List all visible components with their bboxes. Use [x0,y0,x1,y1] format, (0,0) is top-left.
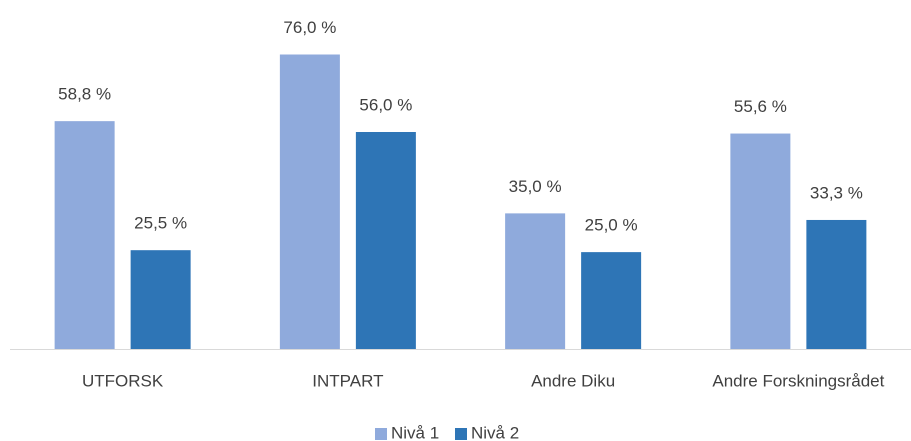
x-tick-label: INTPART [312,371,383,390]
x-tick-label: Andre Diku [531,371,615,390]
bar [505,213,566,349]
legend-swatch [375,428,387,440]
x-tick-label: UTFORSK [82,371,164,390]
bar [279,54,340,349]
bar [130,250,191,349]
bar [355,132,416,349]
bar [730,133,791,349]
bar [581,252,642,349]
bar [54,121,115,350]
data-label: 25,5 % [134,214,187,233]
data-label: 55,6 % [734,97,787,116]
bar [806,219,867,349]
legend-label: Nivå 1 [391,423,439,441]
data-label: 33,3 % [810,183,863,202]
data-label: 56,0 % [359,95,412,114]
legend-swatch [455,428,467,440]
data-label: 25,0 % [585,216,638,235]
data-label: 35,0 % [509,177,562,196]
data-label: 76,0 % [283,18,336,37]
x-tick-label: Andre Forskningsrådet [712,371,884,390]
data-label: 58,8 % [58,85,111,104]
legend-label: Nivå 2 [471,423,519,441]
